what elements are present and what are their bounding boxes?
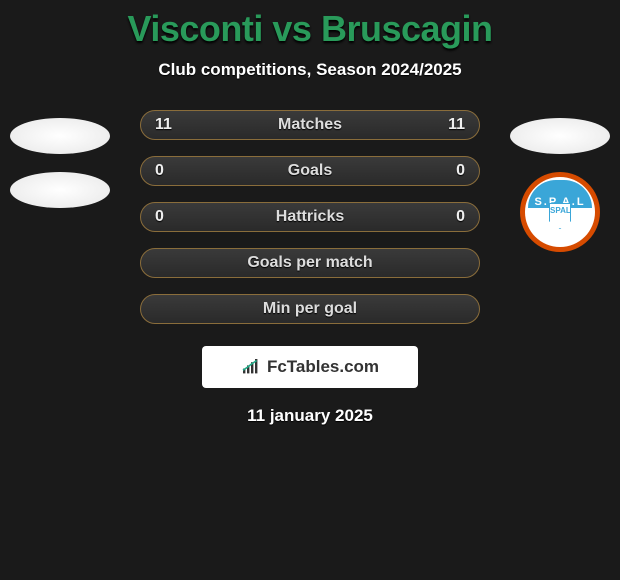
stat-label: Goals <box>288 162 332 180</box>
spal-shield-icon: SPAL <box>549 203 571 229</box>
stat-left-value: 11 <box>155 116 172 134</box>
brand-watermark: FcTables.com <box>202 346 418 388</box>
bar-chart-icon <box>241 359 261 375</box>
stat-row-hattricks: 0 Hattricks 0 <box>140 202 480 232</box>
player-avatar-placeholder <box>510 118 610 154</box>
stat-row-min-per-goal: Min per goal <box>140 294 480 324</box>
right-player-column: S.P.A.L SPAL <box>510 118 610 252</box>
stat-row-goals-per-match: Goals per match <box>140 248 480 278</box>
stat-label: Min per goal <box>263 300 357 318</box>
stat-right-value: 0 <box>456 208 465 226</box>
club-badge-placeholder <box>10 172 110 208</box>
date-label: 11 january 2025 <box>0 406 620 426</box>
brand-text: FcTables.com <box>267 357 379 377</box>
subtitle: Club competitions, Season 2024/2025 <box>0 60 620 80</box>
left-player-column <box>10 118 110 226</box>
player-avatar-placeholder <box>10 118 110 154</box>
stat-left-value: 0 <box>155 208 164 226</box>
stat-left-value: 0 <box>155 162 164 180</box>
stat-right-value: 0 <box>456 162 465 180</box>
stat-row-matches: 11 Matches 11 <box>140 110 480 140</box>
stat-row-goals: 0 Goals 0 <box>140 156 480 186</box>
stat-label: Matches <box>278 116 342 134</box>
stat-label: Goals per match <box>247 254 372 272</box>
page-title: Visconti vs Bruscagin <box>0 8 620 50</box>
stat-right-value: 11 <box>448 116 465 134</box>
club-badge-spal: S.P.A.L SPAL <box>520 172 600 252</box>
stat-label: Hattricks <box>276 208 344 226</box>
